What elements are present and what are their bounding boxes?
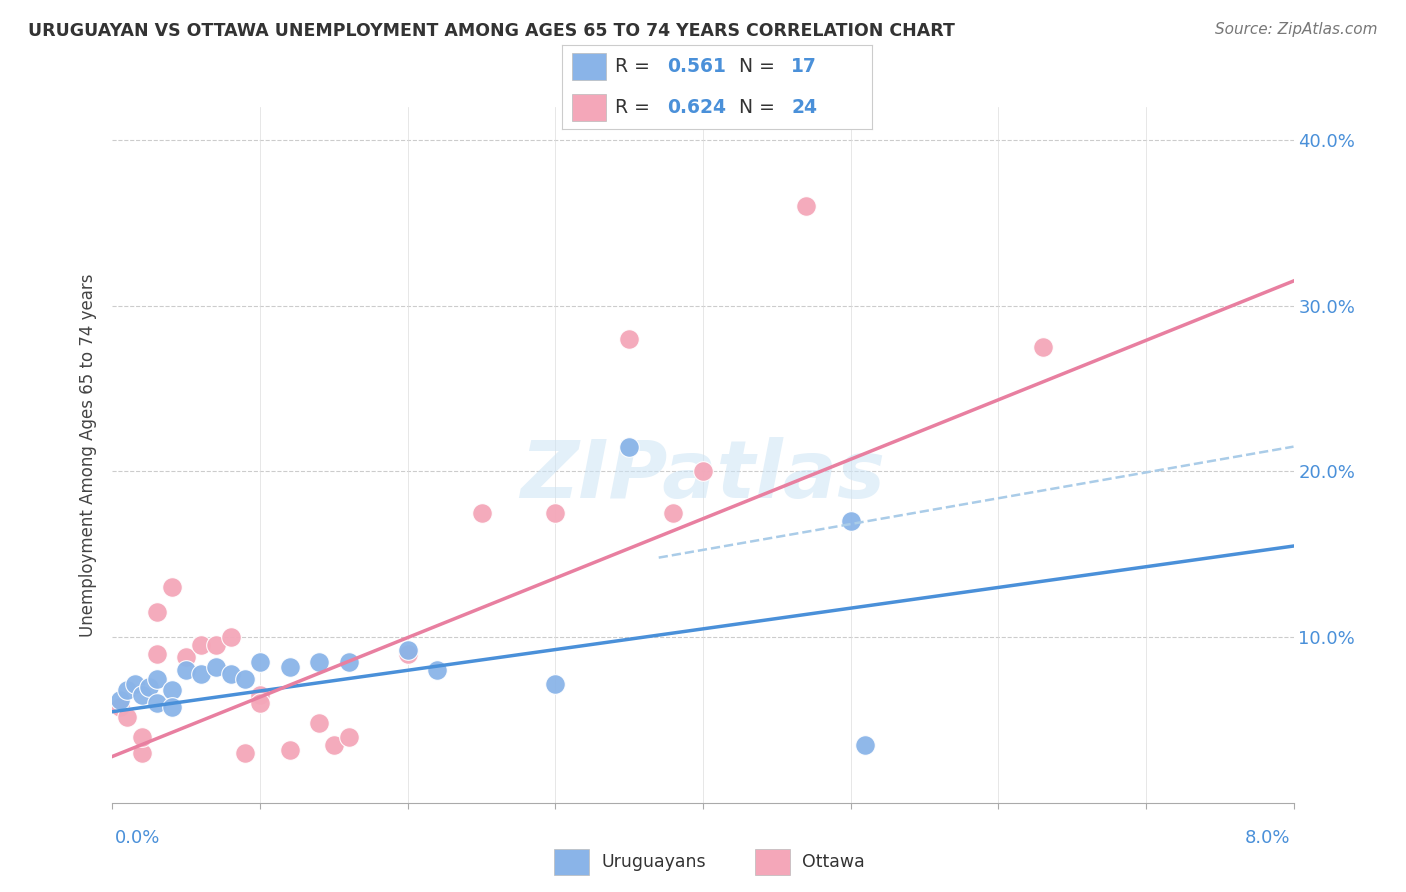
Point (308, 655, 330, 669)
FancyBboxPatch shape (554, 849, 589, 874)
Point (146, 697, 169, 711)
Point (108, 699, 131, 714)
Point (796, 199, 818, 213)
Point (337, 730, 360, 744)
Point (839, 514, 862, 528)
Text: R =: R = (614, 57, 655, 76)
Point (396, 647, 419, 661)
FancyBboxPatch shape (755, 849, 790, 874)
Point (205, 639, 228, 653)
Point (124, 676, 146, 690)
Text: R =: R = (614, 98, 655, 117)
Point (249, 688, 271, 702)
Text: 0.624: 0.624 (668, 98, 727, 117)
Point (544, 506, 567, 520)
Point (117, 683, 138, 698)
Point (146, 647, 169, 661)
Point (278, 660, 301, 674)
Point (426, 663, 449, 677)
Point (117, 709, 138, 723)
Text: URUGUAYAN VS OTTAWA UNEMPLOYMENT AMONG AGES 65 TO 74 YEARS CORRELATION CHART: URUGUAYAN VS OTTAWA UNEMPLOYMENT AMONG A… (28, 22, 955, 40)
Point (190, 666, 212, 681)
FancyBboxPatch shape (572, 54, 606, 80)
Point (662, 506, 685, 520)
Text: ZIPatlas: ZIPatlas (520, 437, 886, 515)
Point (205, 660, 228, 674)
Text: 24: 24 (792, 98, 817, 117)
Point (160, 699, 183, 714)
Point (323, 738, 346, 752)
Point (233, 746, 256, 760)
Text: Ottawa: Ottawa (801, 853, 865, 871)
Point (1032, 340, 1054, 354)
Point (160, 581, 183, 595)
Point (131, 730, 153, 744)
Point (619, 332, 641, 346)
Point (108, 693, 131, 707)
Point (544, 676, 567, 690)
Point (219, 666, 242, 681)
Point (190, 639, 212, 653)
Point (853, 738, 877, 752)
Text: 0.561: 0.561 (668, 57, 727, 76)
Point (233, 672, 256, 686)
Text: N =: N = (738, 98, 780, 117)
Point (249, 655, 271, 669)
FancyBboxPatch shape (572, 94, 606, 120)
Y-axis label: Unemployment Among Ages 65 to 74 years: Unemployment Among Ages 65 to 74 years (79, 273, 97, 637)
Point (692, 465, 714, 479)
Point (471, 506, 494, 520)
Point (160, 683, 183, 698)
Point (249, 697, 271, 711)
Point (174, 663, 197, 677)
Text: Uruguayans: Uruguayans (602, 853, 706, 871)
Point (396, 643, 419, 657)
Point (146, 605, 169, 619)
Point (278, 743, 301, 757)
Text: 0.0%: 0.0% (115, 829, 160, 847)
Point (174, 650, 197, 665)
Text: 17: 17 (792, 57, 817, 76)
Point (219, 630, 242, 644)
Text: Source: ZipAtlas.com: Source: ZipAtlas.com (1215, 22, 1378, 37)
Point (146, 672, 169, 686)
Point (308, 716, 330, 731)
Point (619, 440, 641, 454)
Point (138, 680, 160, 694)
Text: N =: N = (738, 57, 780, 76)
Point (131, 688, 153, 702)
Point (131, 746, 153, 760)
Text: 8.0%: 8.0% (1246, 829, 1291, 847)
Point (337, 655, 360, 669)
